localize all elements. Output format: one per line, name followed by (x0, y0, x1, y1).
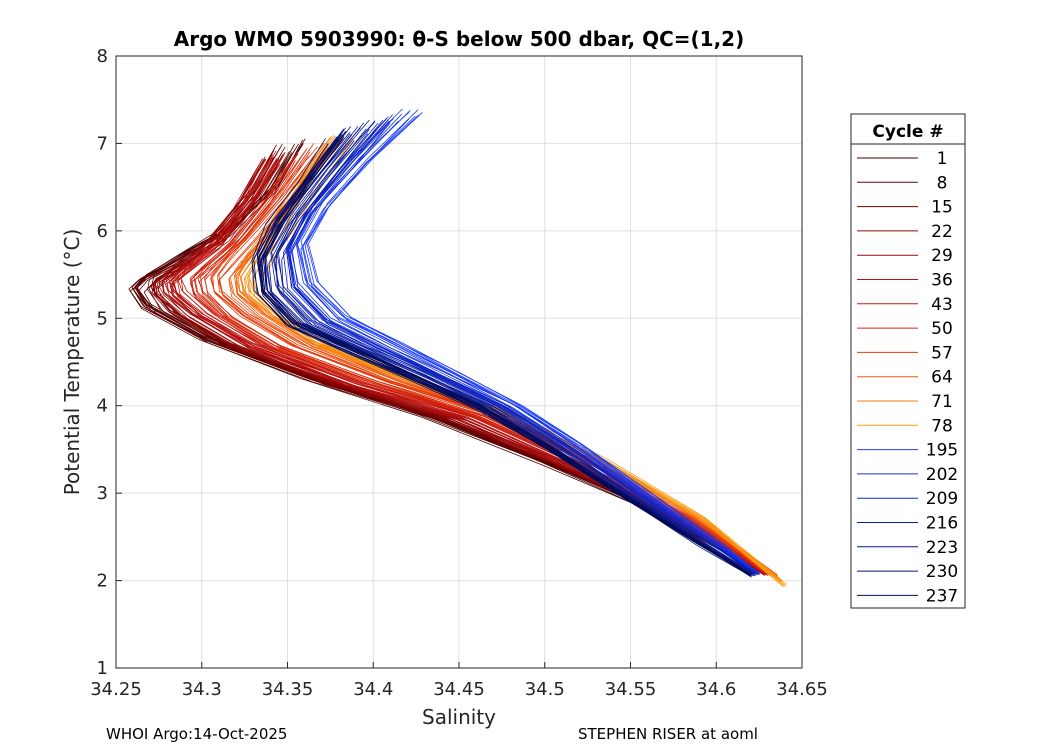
legend-label-cycle-50: 50 (931, 319, 953, 339)
series-line-cycle-209 (285, 118, 757, 574)
y-axis-label: Potential Temperature (°C) (60, 229, 84, 496)
legend-label-cycle-57: 57 (931, 343, 953, 363)
x-tick-label: 34.55 (605, 679, 657, 700)
legend-items: 1 8 15 22 29 36 43 50 57 64 71 78 195 202 209 216 223 230… (857, 149, 958, 606)
series-line-cycle-50 (199, 156, 771, 575)
x-tick-label: 34.5 (525, 679, 565, 700)
y-tick-label: 4 (97, 396, 108, 417)
x-axis-ticks: 34.25 34.3 34.35 34.4 34.45 34.5 34.55 34.6 34.6… (90, 662, 828, 700)
legend: Cycle # 1 8 15 22 29 36 43 50 57 64 71 78 195 202 209 2… (850, 113, 966, 609)
footer-left-credit: WHOI Argo:14-Oct-2025 (106, 725, 288, 743)
legend-label-cycle-64: 64 (931, 368, 953, 388)
x-tick-label: 34.4 (353, 679, 393, 700)
series-line-cycle-237 (260, 141, 752, 578)
x-tick-label: 34.6 (696, 679, 736, 700)
legend-label-cycle-22: 22 (931, 222, 953, 242)
legend-label-cycle-202: 202 (926, 465, 958, 485)
y-tick-label: 8 (97, 46, 108, 67)
legend-label-cycle-78: 78 (931, 416, 953, 436)
series-line-cycle-43 (193, 153, 770, 573)
series-line-cycle-29 (163, 156, 767, 574)
legend-label-cycle-1: 1 (937, 149, 948, 169)
series-line-cycle-209 (289, 124, 758, 576)
series-line-cycle-230 (268, 140, 752, 578)
x-tick-label: 34.65 (776, 679, 828, 700)
series-line-cycle-195 (306, 109, 760, 575)
y-tick-label: 7 (97, 133, 108, 154)
x-axis-label: Salinity (422, 705, 496, 729)
legend-label-cycle-209: 209 (926, 489, 958, 509)
series-line-cycle-223 (276, 128, 754, 577)
series-line-cycle-209 (286, 119, 757, 575)
y-tick-label: 6 (97, 221, 108, 242)
legend-label-cycle-230: 230 (926, 562, 958, 582)
series-line-cycle-216 (270, 122, 754, 574)
y-tick-label: 3 (97, 483, 108, 504)
y-tick-label: 2 (97, 571, 108, 592)
x-tick-label: 34.25 (90, 679, 142, 700)
x-tick-label: 34.3 (182, 679, 222, 700)
legend-title: Cycle # (872, 122, 943, 142)
legend-label-cycle-223: 223 (926, 538, 958, 558)
footer-right-credit: STEPHEN RISER at aoml (578, 725, 758, 743)
legend-label-cycle-71: 71 (931, 392, 953, 412)
y-tick-label: 5 (97, 308, 108, 329)
legend-box (850, 113, 966, 609)
series-line-cycle-223 (274, 133, 755, 575)
legend-label-cycle-195: 195 (926, 441, 958, 461)
series-layer (128, 108, 787, 587)
series-line-cycle-50 (189, 156, 769, 576)
legend-label-cycle-36: 36 (931, 271, 953, 291)
legend-label-cycle-216: 216 (926, 514, 958, 534)
legend-label-cycle-29: 29 (931, 246, 953, 266)
series-line-cycle-237 (259, 139, 752, 577)
plot-area (128, 108, 787, 587)
legend-label-cycle-8: 8 (937, 173, 948, 193)
x-tick-label: 34.45 (433, 679, 485, 700)
series-line-cycle-216 (271, 119, 755, 574)
chart-title: Argo WMO 5903990: θ-S below 500 dbar, QC… (174, 27, 744, 51)
series-line-cycle-71 (240, 140, 782, 583)
legend-label-cycle-237: 237 (926, 586, 958, 606)
series-line-cycle-237 (264, 136, 753, 575)
legend-label-cycle-15: 15 (931, 198, 953, 218)
series-line-cycle-216 (274, 129, 754, 575)
y-axis-ticks: 1 2 3 4 5 6 7 8 (97, 46, 122, 679)
series-line-cycle-237 (264, 134, 752, 577)
y-tick-label: 1 (97, 658, 108, 679)
legend-label-cycle-43: 43 (931, 295, 953, 315)
x-tick-label: 34.35 (262, 679, 314, 700)
series-line-cycle-237 (251, 143, 750, 576)
